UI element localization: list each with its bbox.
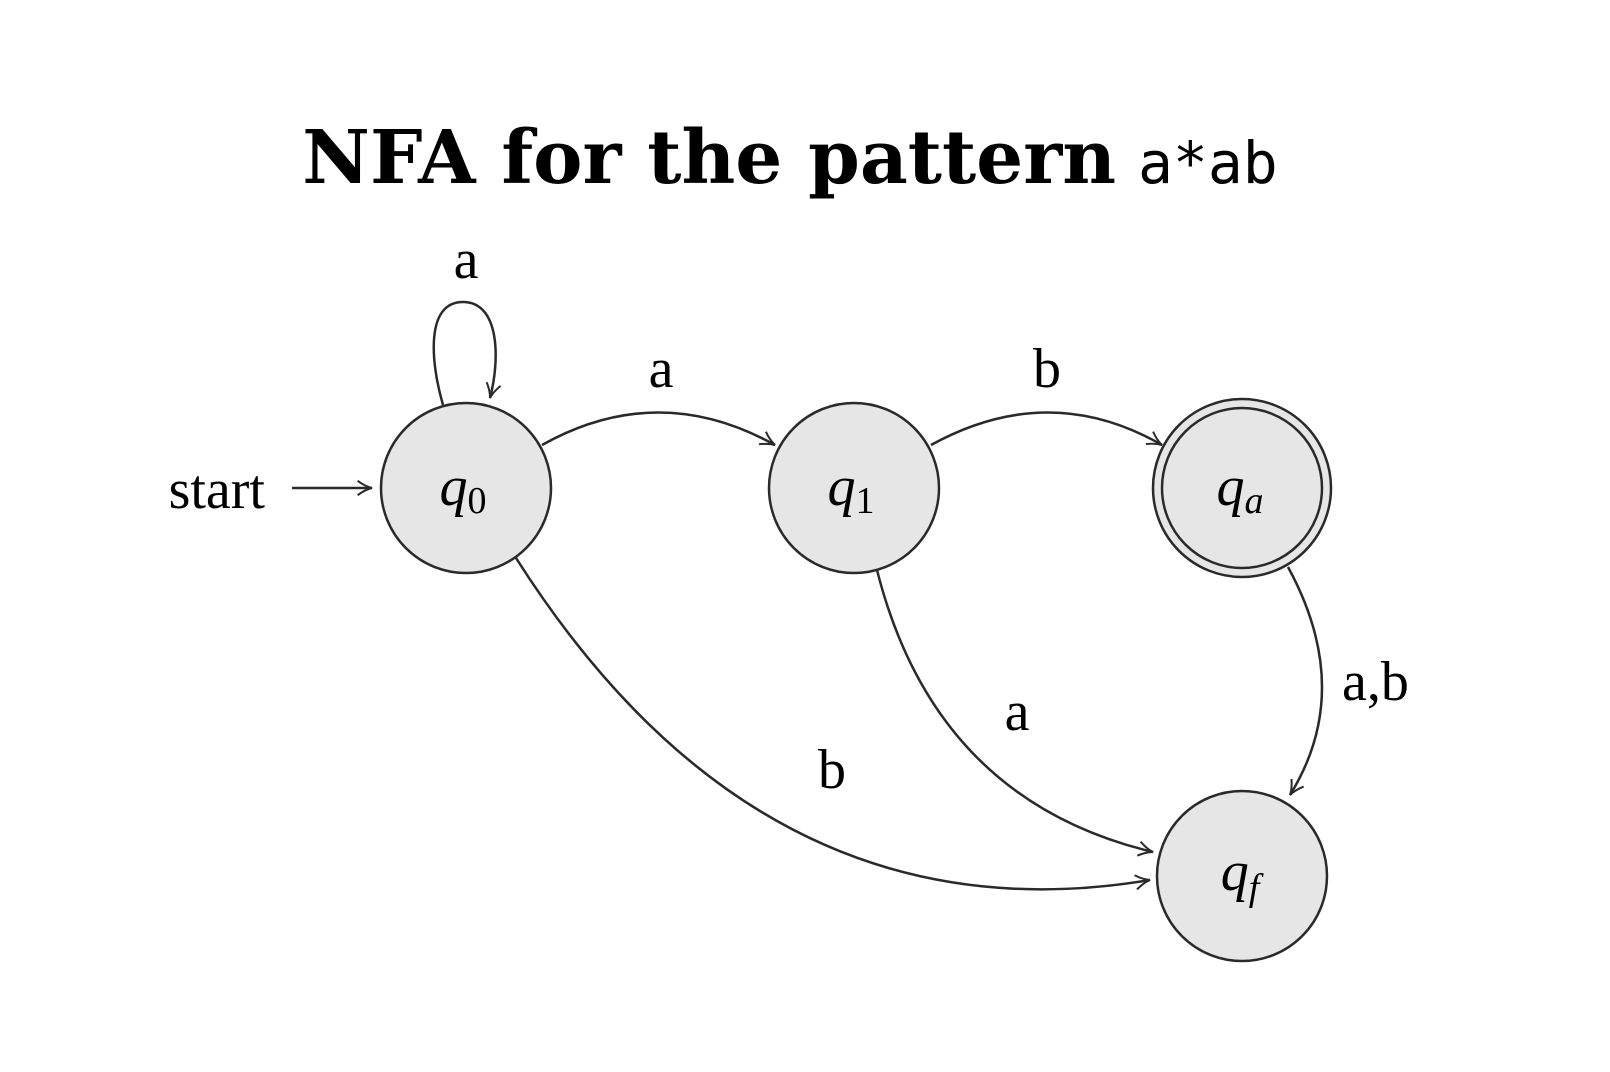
- edge-label-qa-qf: a,b: [1342, 651, 1409, 713]
- svg-text:qa: qa: [1217, 456, 1264, 522]
- title-pattern: a*ab: [1138, 129, 1278, 197]
- edge-q0-q1: [541, 411, 776, 447]
- edge-label-q0-self: a: [454, 229, 479, 291]
- start-label: start: [169, 459, 266, 521]
- svg-text:q0: q0: [440, 456, 487, 522]
- state-q0: q0: [379, 401, 553, 575]
- edge-label-q1-qf: a: [1005, 681, 1030, 743]
- edge-q1-qf: [875, 569, 1154, 857]
- edge-q0-qf: [514, 557, 1151, 891]
- edge-qa-qf: [1286, 566, 1324, 796]
- svg-text:q1: q1: [828, 456, 875, 522]
- state-qa-accepting: qa: [1151, 397, 1333, 579]
- edge-label-q1-qa: b: [1033, 338, 1061, 400]
- edge-q0-self-loop: [432, 300, 502, 406]
- edge-label-q0-q1: a: [649, 338, 674, 400]
- diagram-title: NFA for the pattern a*ab: [302, 115, 1277, 201]
- edge-q1-qa: [930, 411, 1163, 447]
- state-qf: qf: [1155, 789, 1329, 963]
- title-text: NFA for the pattern: [302, 115, 1116, 201]
- state-q1: q1: [767, 401, 941, 575]
- edge-label-q0-qf: b: [818, 739, 846, 801]
